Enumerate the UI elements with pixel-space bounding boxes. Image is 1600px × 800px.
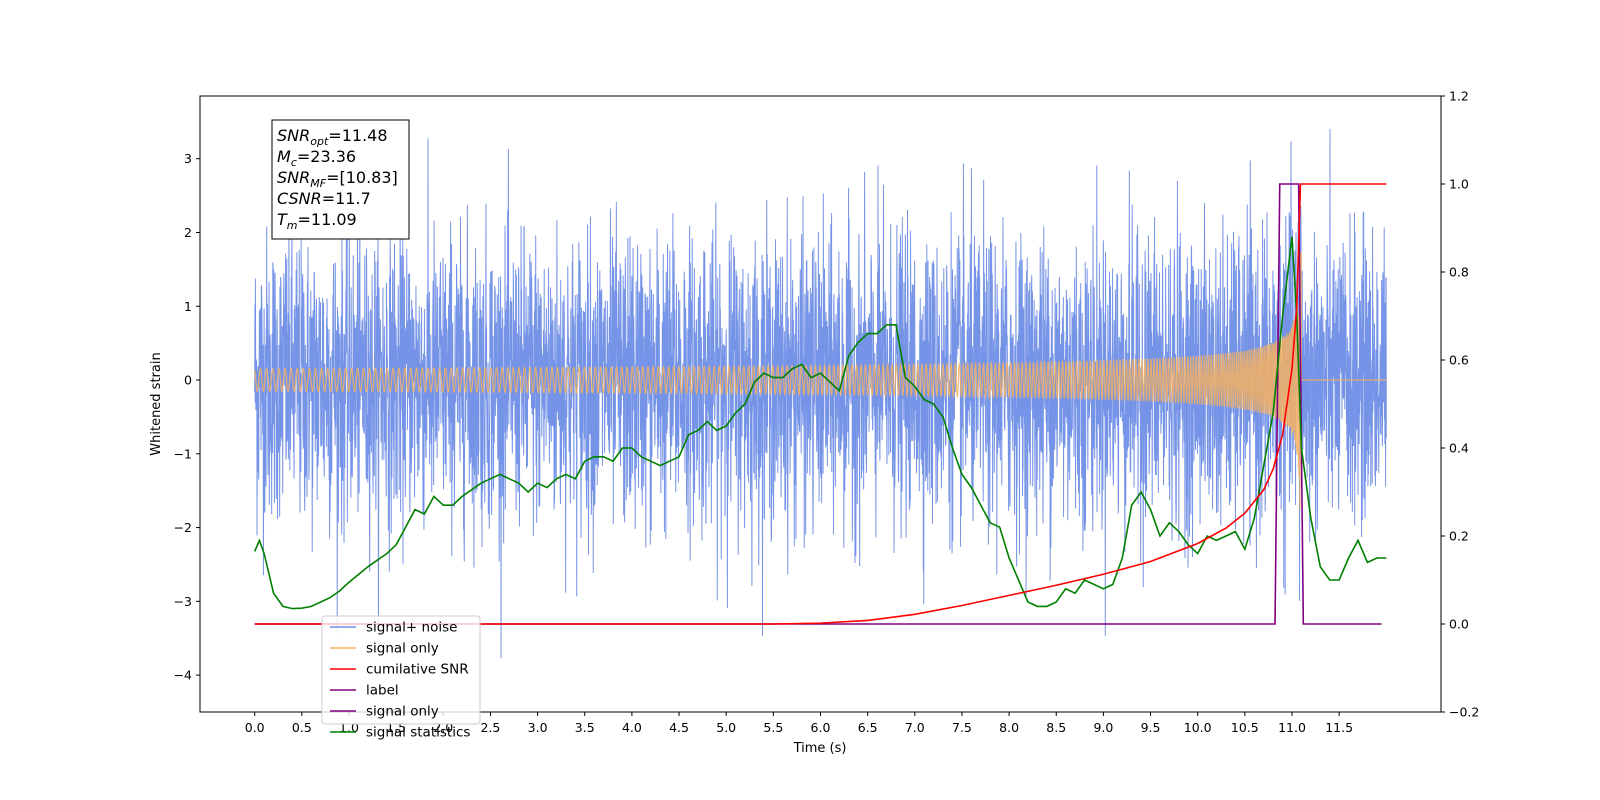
x-tick-label: 10.0 — [1184, 720, 1212, 735]
y2-tick-label: 0.0 — [1449, 617, 1469, 632]
y-axis-label: Whitened strain — [149, 352, 164, 455]
y-tick-label: −4 — [174, 668, 192, 683]
series-cumulative-snr-line — [254, 183, 1387, 625]
x-tick-label: 8.5 — [1046, 720, 1066, 735]
x-tick-label: 9.0 — [1093, 720, 1113, 735]
legend-item-label: signal statistics — [366, 725, 470, 741]
legend: signal+ noise signal only cumilative SNR la… — [321, 615, 481, 741]
legend-item-label: signal only — [366, 641, 439, 657]
y2-tick-label: 0.4 — [1449, 441, 1469, 456]
x-tick-label: 6.0 — [811, 720, 831, 735]
x-tick-label: 6.5 — [858, 720, 878, 735]
y-tick-label: −1 — [174, 446, 192, 461]
x-tick-label: 4.5 — [669, 720, 689, 735]
y2-tick-label: 0.8 — [1449, 265, 1469, 280]
y2-tick-label: 0.2 — [1449, 529, 1469, 544]
plot-area — [253, 128, 1387, 659]
y-tick-label: 0 — [184, 373, 192, 388]
y-tick-label: −3 — [174, 594, 192, 609]
x-tick-label: 10.5 — [1231, 720, 1259, 735]
x-tick-label: 5.5 — [763, 720, 783, 735]
x-tick-label: 8.0 — [999, 720, 1019, 735]
legend-item-label: label — [366, 683, 399, 699]
x-tick-label: 3.5 — [575, 720, 595, 735]
x-tick-label: 5.0 — [716, 720, 736, 735]
metrics-annotation-box: SNRopt=11.48Mc=23.36SNRMF=[10.83]CSNR=11… — [271, 119, 410, 240]
x-tick-label: 0.5 — [292, 720, 312, 735]
series-signal-noise-line — [254, 128, 1387, 659]
annotation-line: SNRopt=11.48 — [277, 126, 388, 148]
series-signal-only-line — [254, 252, 1387, 510]
x-tick-label: 7.5 — [952, 720, 972, 735]
x-tick-label: 3.0 — [528, 720, 548, 735]
x-tick-label: 11.0 — [1278, 720, 1306, 735]
annotation-line: Mc=23.36 — [277, 147, 356, 169]
x-tick-label: 2.5 — [481, 720, 501, 735]
x-tick-label: 4.0 — [622, 720, 642, 735]
y2-tick-label: 1.2 — [1449, 89, 1469, 104]
x-tick-label: 7.0 — [905, 720, 925, 735]
y2-tick-label: 0.6 — [1449, 353, 1469, 368]
legend-item-label: signal+ noise — [366, 620, 457, 636]
legend-item-label: cumilative SNR — [366, 662, 469, 678]
annotation-line: CSNR=11.7 — [277, 189, 371, 208]
annotation-line: Tm=11.09 — [277, 210, 357, 232]
y-tick-label: 1 — [184, 299, 192, 314]
y2-tick-label: 1.0 — [1449, 177, 1469, 192]
legend-item-label: signal only — [366, 704, 439, 720]
x-tick-label: 0.0 — [245, 720, 265, 735]
series-label-line — [254, 183, 1382, 625]
series-signal-statistics-line — [253, 236, 1387, 610]
x-axis-label: Time (s) — [793, 741, 847, 756]
x-tick-label: 9.5 — [1141, 720, 1161, 735]
y-tick-label: 3 — [184, 151, 192, 166]
y2-tick-label: −0.2 — [1449, 705, 1479, 720]
x-tick-label: 11.5 — [1325, 720, 1353, 735]
y-tick-label: 2 — [184, 225, 192, 240]
y-tick-label: −2 — [174, 520, 192, 535]
annotation-line: SNRMF=[10.83] — [277, 168, 398, 190]
